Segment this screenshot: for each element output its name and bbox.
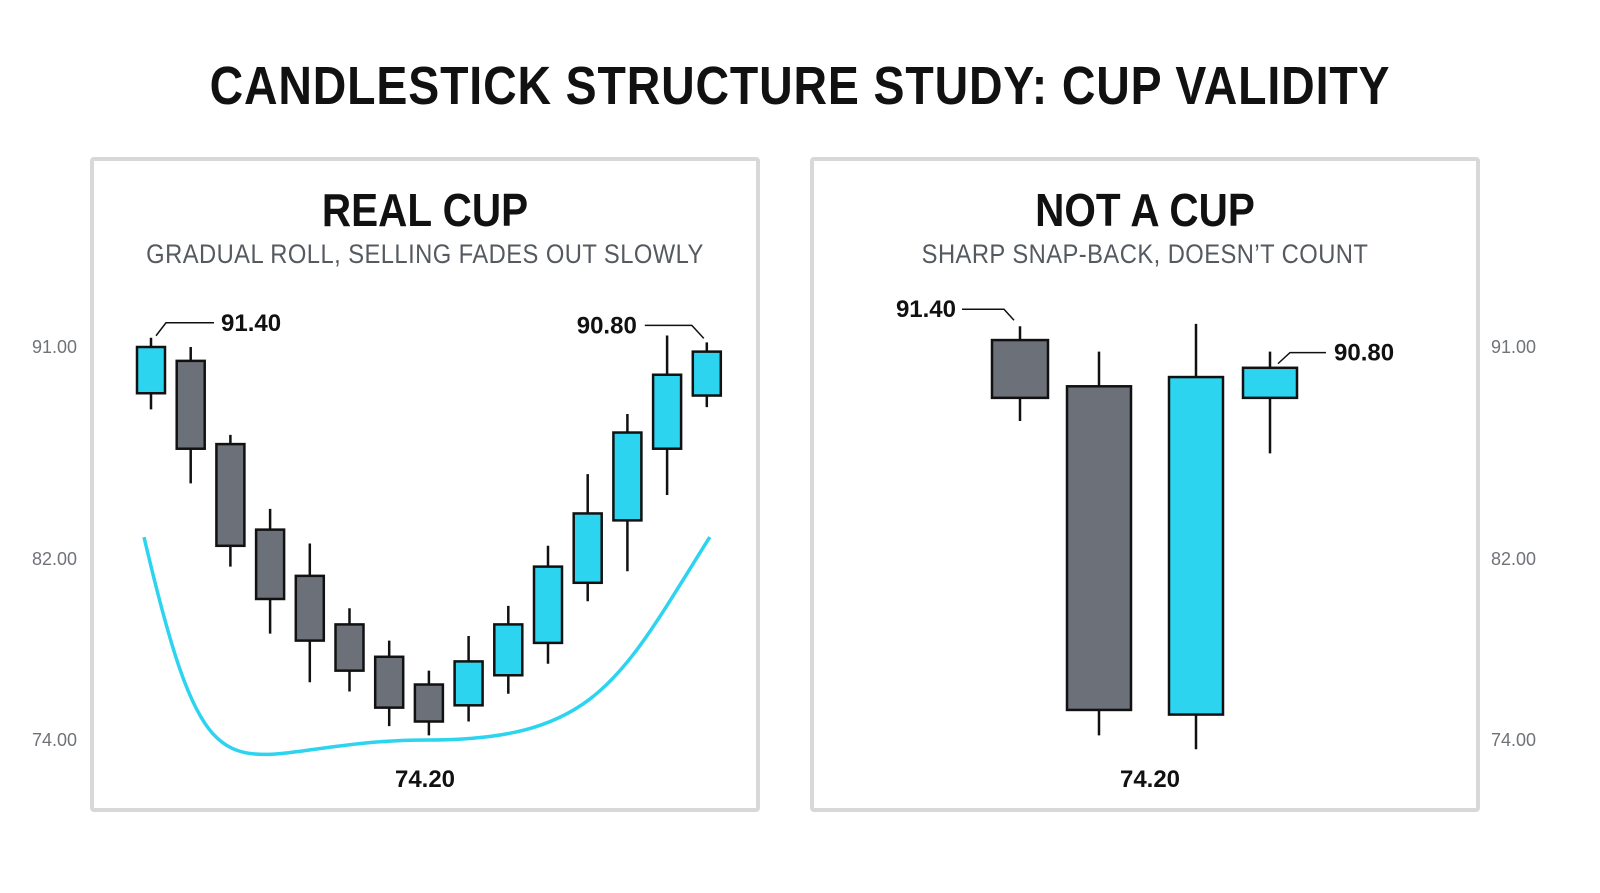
bearish-candle	[175, 359, 206, 450]
high-label: 91.40	[221, 310, 281, 337]
bearish-candle	[413, 683, 445, 723]
bearish-candle	[215, 442, 246, 548]
panel-title: NOT A CUP	[1035, 184, 1255, 236]
bullish-candle	[651, 373, 683, 450]
bearish-candle	[373, 655, 405, 709]
panel-subtitle: GRADUAL ROLL, SELLING FADES OUT SLOWLY	[146, 239, 704, 269]
bullish-candle	[691, 350, 723, 397]
low-label: 74.20	[1120, 766, 1180, 793]
annotation-leader	[644, 324, 705, 339]
high-label: 90.80	[577, 312, 637, 339]
high-label: 91.40	[896, 296, 956, 323]
bullish-candle	[532, 565, 564, 645]
cup-curve	[142, 536, 712, 757]
bullish-candle	[1241, 366, 1299, 400]
high-label: 90.80	[1334, 340, 1394, 367]
bullish-candle	[572, 512, 603, 585]
bullish-candle	[612, 431, 643, 522]
bearish-candle	[1065, 385, 1133, 712]
panel-subtitle: SHARP SNAP-BACK, DOESN’T COUNT	[921, 239, 1369, 269]
y-tick-label: 74.00	[1491, 730, 1537, 750]
y-tick-label: 82.00	[32, 549, 78, 569]
bearish-candle	[294, 574, 326, 642]
bearish-candle	[254, 528, 286, 601]
y-tick-label: 82.00	[1491, 549, 1537, 569]
y-tick-label: 74.00	[32, 730, 78, 750]
bullish-candle	[1167, 375, 1225, 716]
bearish-candle	[334, 623, 365, 672]
bearish-candle	[990, 338, 1050, 400]
bullish-candle	[493, 623, 524, 677]
low-label: 74.20	[395, 766, 455, 793]
page-title: CANDLESTICK STRUCTURE STUDY: CUP VALIDIT…	[209, 56, 1391, 116]
annotation-leader	[962, 308, 1015, 321]
panel-real-cup: REAL CUP GRADUAL ROLL, SELLING FADES OUT…	[90, 157, 760, 812]
annotation-leader	[1277, 351, 1326, 365]
panel-title: REAL CUP	[321, 184, 529, 236]
bullish-candle	[453, 660, 484, 707]
annotation-leader	[155, 322, 214, 337]
bullish-candle	[135, 345, 167, 395]
y-tick-label: 91.00	[1491, 337, 1537, 357]
panel-not-a-cup: NOT A CUP SHARP SNAP-BACK, DOESN’T COUNT	[810, 157, 1480, 812]
y-tick-label: 91.00	[32, 337, 78, 357]
